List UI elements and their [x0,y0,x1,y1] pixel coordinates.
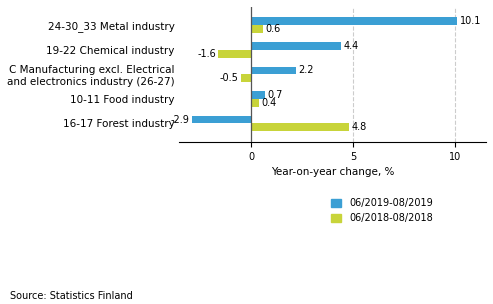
Text: 0.4: 0.4 [262,98,277,108]
Bar [251,25,263,33]
Bar [251,42,341,50]
Bar [241,74,251,82]
Legend: 06/2019-08/2019, 06/2018-08/2018: 06/2019-08/2019, 06/2018-08/2018 [331,198,433,223]
Text: 0.6: 0.6 [266,24,281,34]
Text: 4.8: 4.8 [352,123,367,133]
Text: 4.4: 4.4 [343,41,358,51]
Text: 0.7: 0.7 [268,90,283,100]
Text: -2.9: -2.9 [171,115,189,125]
Text: 10.1: 10.1 [460,16,481,26]
Bar [251,67,296,74]
Bar [192,116,251,123]
Bar [251,91,265,99]
Text: -1.6: -1.6 [197,49,216,59]
Text: -0.5: -0.5 [219,73,238,83]
X-axis label: Year-on-year change, %: Year-on-year change, % [271,167,394,177]
Text: Source: Statistics Finland: Source: Statistics Finland [10,291,133,301]
Text: 2.2: 2.2 [298,65,314,75]
Bar [251,18,458,25]
Bar [218,50,251,58]
Bar [251,123,349,131]
Bar [251,99,259,107]
